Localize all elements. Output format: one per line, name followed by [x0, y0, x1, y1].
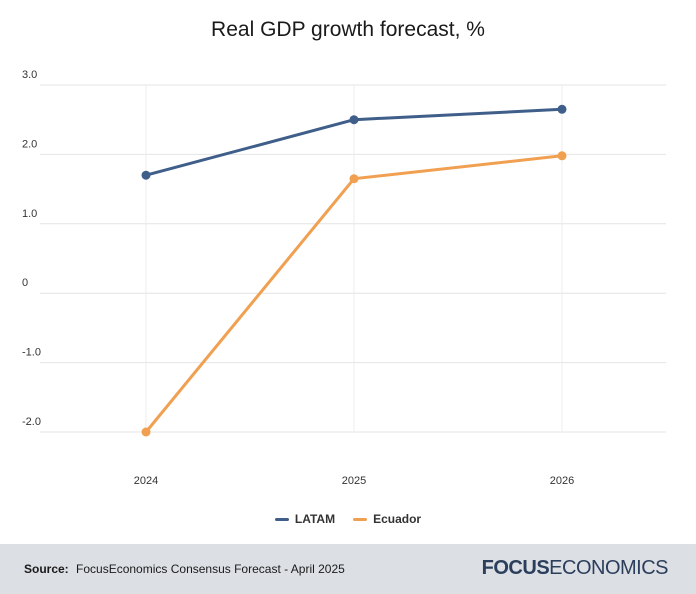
data-point-latam — [141, 170, 151, 180]
x-tick-label: 2025 — [342, 475, 366, 487]
y-tick-label: 3.0 — [22, 69, 37, 81]
data-point-latam — [349, 115, 359, 125]
y-tick-label: 2.0 — [22, 138, 37, 150]
x-tick-label: 2024 — [134, 475, 158, 487]
source-label: Source: — [24, 562, 69, 576]
legend-item-latam[interactable]: LATAM — [274, 512, 336, 526]
legend-swatch-latam — [274, 517, 289, 521]
source-footer: Source: FocusEconomics Consensus Forecas… — [0, 544, 696, 594]
data-point-ecuador — [557, 151, 567, 161]
y-tick-label: -2.0 — [22, 416, 41, 428]
y-tick-label: -1.0 — [22, 347, 41, 359]
source-line: Source: FocusEconomics Consensus Forecas… — [24, 562, 345, 576]
x-tick-label: 2026 — [550, 475, 574, 487]
data-point-ecuador — [349, 174, 359, 184]
data-point-latam — [557, 104, 567, 114]
legend-label-ecuador: Ecuador — [373, 512, 422, 526]
chart-legend: LATAM Ecuador — [0, 512, 696, 526]
legend-swatch-ecuador — [353, 517, 368, 521]
brand-logo[interactable]: FOCUSECONOMICS — [481, 557, 669, 580]
legend-item-ecuador[interactable]: Ecuador — [353, 512, 421, 526]
chart-plot-area: 3.0 2.0 1.0 0 -1.0 -2.0 2024 2025 2026 — [22, 69, 666, 487]
source-text: FocusEconomics Consensus Forecast - Apri… — [76, 562, 345, 576]
legend-label-latam: LATAM — [294, 512, 336, 526]
brand-logo-part2: ECONOMICS — [549, 557, 668, 579]
brand-logo-part1: FOCUS — [481, 557, 550, 579]
data-point-ecuador — [141, 427, 151, 437]
y-tick-label: 0 — [22, 277, 28, 289]
chart-title: Real GDP growth forecast, % — [211, 18, 485, 41]
y-tick-label: 1.0 — [22, 208, 37, 220]
